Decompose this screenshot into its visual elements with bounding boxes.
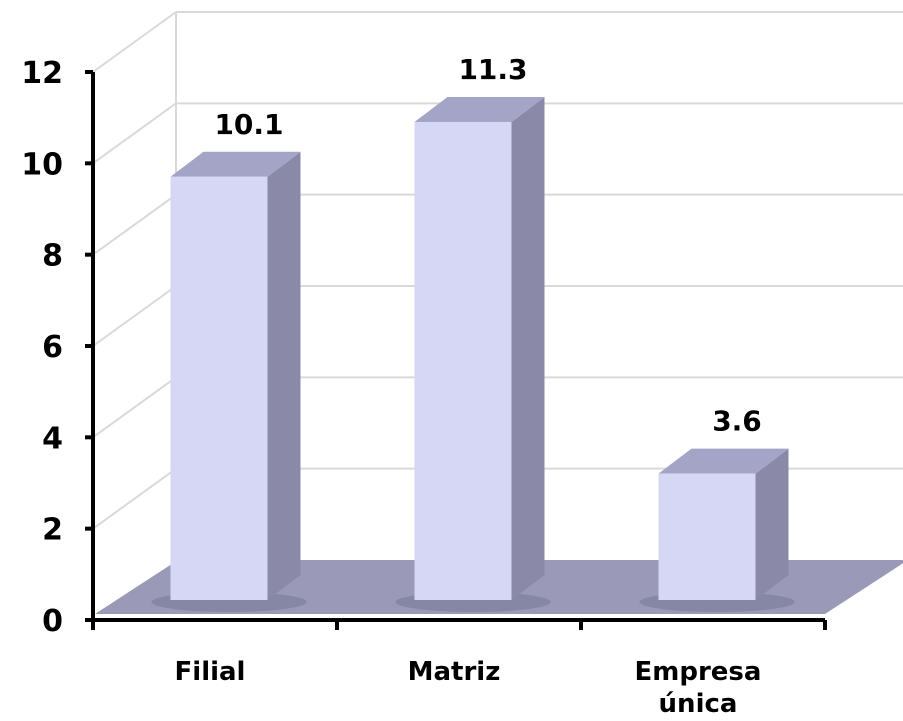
y-tick-label: 8 — [42, 239, 63, 274]
bar — [658, 473, 756, 600]
y-tick-label: 4 — [42, 421, 63, 456]
gridline-side — [92, 376, 177, 439]
x-category-label: Filial — [175, 657, 246, 687]
data-label: 11.3 — [458, 53, 527, 86]
gridline-side — [92, 102, 177, 165]
y-tick-label: 10 — [21, 147, 63, 182]
gridline-side — [92, 285, 177, 347]
x-category-label: Empresa — [635, 657, 762, 687]
y-tick-label: 2 — [42, 513, 63, 548]
bar-side — [755, 448, 789, 600]
bar-side — [511, 96, 545, 600]
gridline-side — [92, 11, 177, 73]
bar-top — [658, 448, 789, 474]
gridline-side — [92, 467, 177, 530]
y-tick-label: 0 — [42, 604, 63, 639]
y-tick-label: 12 — [21, 56, 63, 91]
bar — [414, 121, 512, 600]
y-tick-label: 6 — [42, 330, 63, 365]
x-category-label: única — [659, 689, 738, 719]
bar-side — [267, 151, 301, 600]
data-label: 10.1 — [214, 108, 283, 141]
bar-top — [414, 96, 545, 122]
x-category-label: Matriz — [408, 657, 501, 687]
gridline-side — [92, 193, 177, 256]
bar-top — [170, 151, 301, 177]
data-label: 3.6 — [712, 405, 762, 438]
bar — [170, 176, 268, 600]
